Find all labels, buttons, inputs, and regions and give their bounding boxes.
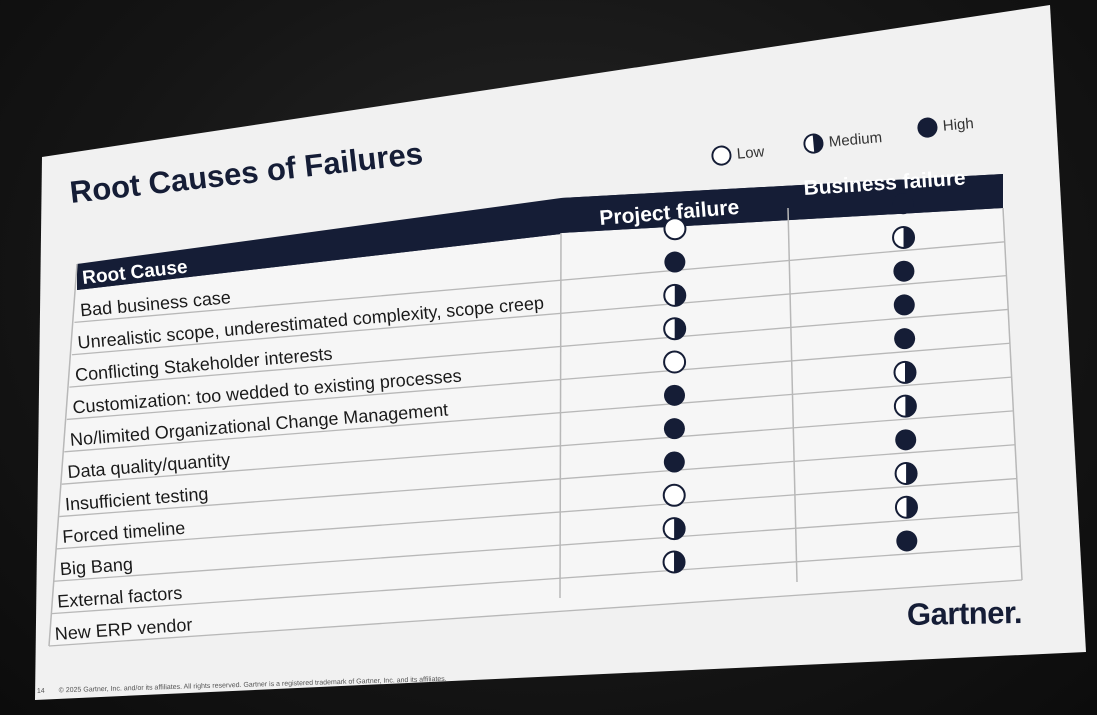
legend-high: High <box>916 113 974 139</box>
medium-project-marker-icon <box>662 517 686 541</box>
high-business-marker-icon <box>893 294 915 316</box>
high-business-marker-icon <box>894 328 916 350</box>
medium-business-marker-icon <box>894 495 918 519</box>
high-business-marker-icon <box>895 429 917 451</box>
table-column-line <box>1002 207 1023 581</box>
low-circle-icon <box>711 145 732 166</box>
table-row-line <box>54 511 1019 582</box>
high-project-marker-icon <box>663 418 685 440</box>
table-row-line <box>71 274 1007 356</box>
table-column-line <box>559 232 562 599</box>
high-business-marker-icon <box>893 260 915 282</box>
legend-low: Low <box>710 141 765 167</box>
medium-business-marker-icon <box>893 360 917 384</box>
table-header-left <box>77 198 561 290</box>
high-filled-circle-icon <box>917 117 938 138</box>
table-row-line <box>66 342 1010 421</box>
table-row-line <box>51 545 1021 615</box>
low-project-marker-icon <box>663 350 687 374</box>
table-row-line <box>48 579 1023 647</box>
medium-half-circle-icon <box>803 133 824 154</box>
medium-business-marker-icon <box>892 225 916 249</box>
low-project-marker-icon <box>663 217 687 241</box>
high-business-marker-icon <box>896 530 918 552</box>
table-row-line <box>74 241 1005 324</box>
table-row-line <box>69 308 1009 388</box>
high-project-marker-icon <box>663 451 685 473</box>
table-column-line <box>48 263 78 647</box>
high-business-marker-icon <box>892 193 914 215</box>
table-row-line <box>61 410 1014 485</box>
medium-project-marker-icon <box>663 283 687 307</box>
high-project-marker-icon <box>664 384 685 406</box>
medium-business-marker-icon <box>893 394 917 418</box>
gartner-logo: Gartner. <box>906 595 1023 632</box>
legend-medium: Medium <box>802 127 883 155</box>
medium-project-marker-icon <box>663 317 687 341</box>
table-row-line <box>56 477 1017 550</box>
table-row: New ERP vendor <box>54 530 918 644</box>
low-project-marker-icon <box>662 483 686 507</box>
page-number: 14 <box>36 687 45 695</box>
medium-business-marker-icon <box>894 462 918 486</box>
table-row-line <box>59 444 1016 518</box>
high-project-marker-icon <box>664 251 686 273</box>
medium-project-marker-icon <box>662 550 686 574</box>
table-row-line <box>64 376 1012 453</box>
